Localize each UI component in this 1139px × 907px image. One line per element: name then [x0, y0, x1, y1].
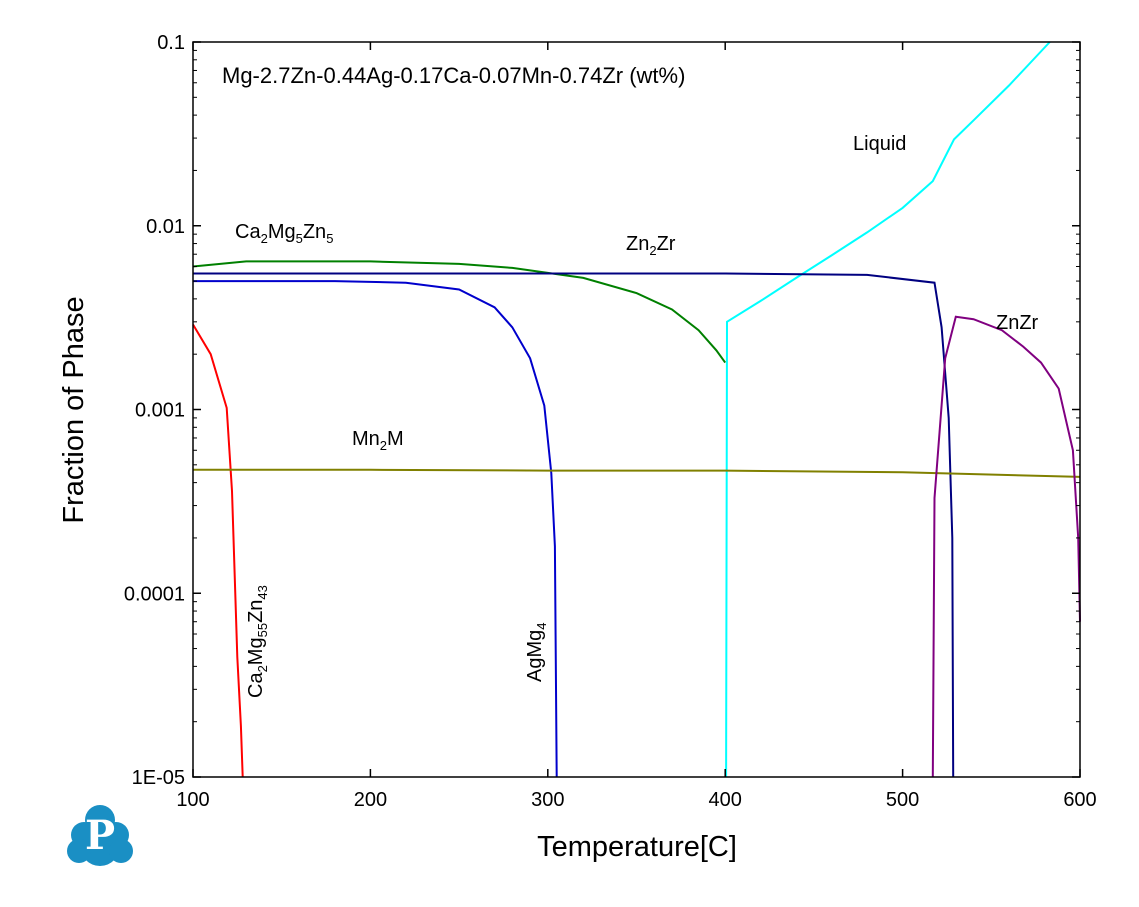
label-zn2zr: Zn2Zr: [626, 233, 676, 258]
series-line-ca2mg55zn43: [192, 323, 244, 778]
logo-letter: P: [85, 812, 115, 859]
series-line-agmg4: [193, 280, 558, 778]
series-line-zn2zr: [193, 272, 955, 778]
series-line-ca2mg5zn5: [192, 260, 727, 364]
series-line-liquid: [725, 41, 1051, 778]
ticks-layer: 100 200 300 400 500 600 1E-05 0.0001 0.001 0.01 0.…: [124, 32, 1097, 811]
label-ca2mg5zn5: Ca2Mg5Zn5: [235, 221, 333, 246]
label-ca2mg55zn43: Ca2Mg55Zn43: [245, 585, 270, 698]
x-tick-label: 200: [354, 789, 387, 811]
series-line-mn2m: [193, 468, 1081, 478]
label-znzr: ZnZr: [996, 312, 1039, 334]
y-tick-label: 0.001: [135, 400, 185, 422]
x-tick-label: 400: [709, 789, 742, 811]
x-tick-label: 100: [176, 789, 209, 811]
x-tick-label: 300: [531, 789, 564, 811]
y-tick-label: 0.01: [146, 216, 185, 238]
x-axis-title: Temperature[C]: [537, 831, 737, 863]
y-tick-label: 0.0001: [124, 583, 185, 605]
label-mn2m: Mn2M: [352, 428, 404, 453]
x-tick-label: 500: [886, 789, 919, 811]
chart-title: Mg-2.7Zn-0.44Ag-0.17Ca-0.07Mn-0.74Zr (wt…: [222, 63, 685, 88]
annotation-layer: Liquid Ca2Mg5Zn5 Zn2Zr ZnZr Mn2M Ca2Mg55…: [235, 133, 1039, 698]
y-tick-label: 0.1: [157, 32, 185, 54]
series-line-znzr: [931, 315, 1081, 778]
y-tick-label: 1E-05: [132, 767, 185, 789]
label-agmg4: AgMg4: [524, 623, 549, 682]
y-axis-title: Fraction of Phase: [58, 296, 90, 523]
label-liquid: Liquid: [853, 133, 906, 155]
x-tick-label: 600: [1063, 789, 1096, 811]
series-layer: [192, 41, 1081, 778]
company-logo-icon: P: [67, 805, 133, 866]
